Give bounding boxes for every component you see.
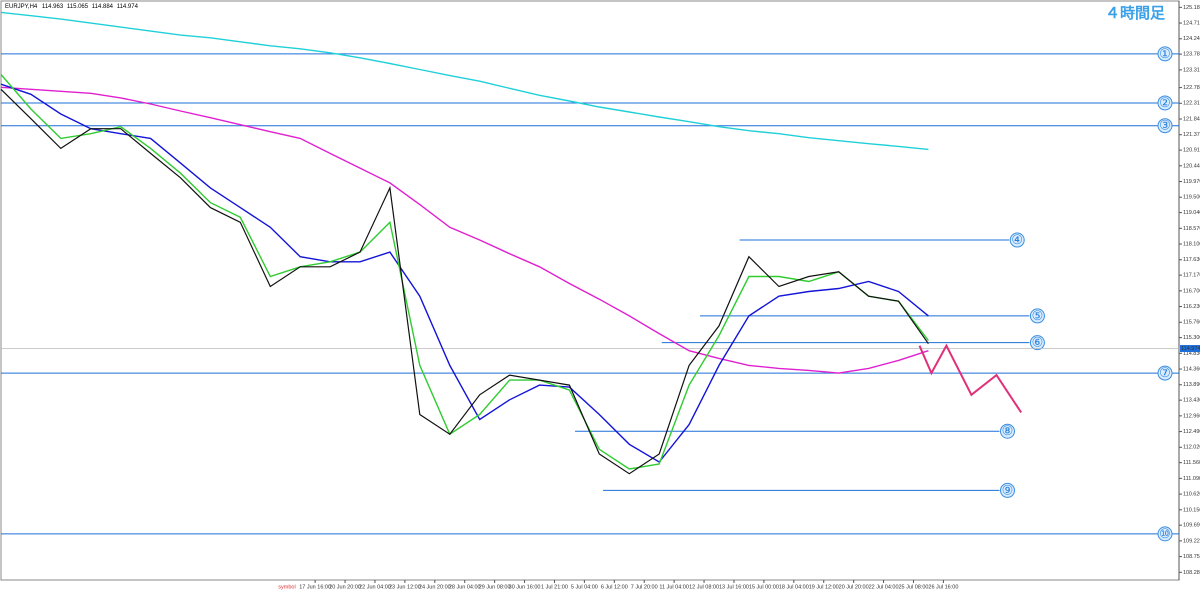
level-label: ①	[1159, 46, 1171, 61]
y-tick-label: 113.890	[1183, 382, 1200, 388]
y-tick-label: 109.220	[1183, 538, 1200, 544]
close: 114.974	[117, 4, 139, 10]
x-tick-label: 28 Jun 04:00	[449, 584, 481, 590]
open: 114.963	[42, 4, 64, 10]
y-tick-label: 116.230	[1183, 304, 1200, 310]
x-tick-label: 26 Jul 16:00	[928, 584, 958, 590]
y-tick-label: 119.040	[1183, 210, 1200, 216]
y-tick-label: 120.440	[1183, 163, 1200, 169]
y-tick-label: 121.370	[1183, 132, 1200, 138]
y-tick-label: 124.240	[1183, 36, 1200, 42]
current-price-tag	[1180, 345, 1200, 353]
x-tick-label: 7 Jul 20:00	[631, 584, 658, 590]
level-label: ⑦	[1159, 365, 1171, 380]
level-badge	[999, 482, 1015, 498]
low: 114.884	[92, 4, 114, 10]
y-tick-label: 110.620	[1183, 492, 1200, 498]
x-tick-label: 24 Jun 20:00	[419, 584, 451, 590]
level-badge	[1157, 95, 1173, 111]
y-tick-label: 123.310	[1183, 67, 1200, 73]
x-marker-label: symbol	[278, 584, 295, 590]
y-tick-label: 112.960	[1183, 413, 1200, 419]
y-tick-label: 114.360	[1183, 367, 1200, 373]
current-price-label: 114.974	[1181, 346, 1200, 352]
level-label: ③	[1159, 118, 1171, 133]
y-tick-label: 117.630	[1183, 257, 1200, 263]
x-tick-label: 19 Jul 12:00	[809, 584, 839, 590]
y-tick-label: 122.780	[1183, 85, 1200, 91]
level-badge	[1157, 118, 1173, 134]
level-badge	[1157, 526, 1173, 542]
x-tick-label: 5 Jul 04:00	[571, 584, 598, 590]
y-tick-label: 123.780	[1183, 52, 1200, 58]
level-label: ⑧	[1002, 423, 1014, 438]
level-badge	[1157, 365, 1173, 381]
x-tick-label: 6 Jul 12:00	[601, 584, 628, 590]
x-tick-label: 22 Jun 04:00	[359, 584, 391, 590]
y-tick-label: 116.700	[1183, 288, 1200, 294]
x-tick-label: 20 Jun 20:00	[329, 584, 361, 590]
y-tick-label: 112.490	[1183, 429, 1200, 435]
header: EURJPY,H4 114.963 115.065 114.884 114.97…	[5, 4, 139, 10]
level-badge	[1029, 308, 1045, 324]
x-tick-label: 11 Jul 04:00	[659, 584, 689, 590]
level-badge	[999, 423, 1015, 439]
x-tick-label: 13 Jul 16:00	[719, 584, 749, 590]
x-tick-label: 23 Jun 12:00	[389, 584, 421, 590]
y-tick-label: 125.180	[1183, 5, 1200, 11]
series-line	[0, 88, 929, 475]
y-tick-label: 117.170	[1183, 273, 1200, 279]
y-tick-label: 119.970	[1183, 179, 1200, 185]
level-label: ⑩	[1159, 526, 1171, 541]
y-tick-label: 108.750	[1183, 554, 1200, 560]
y-tick-label: 112.020	[1183, 445, 1200, 451]
y-tick-label: 115.300	[1183, 335, 1200, 341]
y-tick-label: 110.150	[1183, 507, 1200, 513]
level-label: ②	[1159, 95, 1171, 110]
x-tick-label: 17 Jun 16:00	[299, 584, 331, 590]
level-label: ⑨	[1002, 482, 1014, 497]
x-tick-label: 20 Jul 20:00	[839, 584, 869, 590]
x-tick-label: 29 Jun 08:00	[479, 584, 511, 590]
y-tick-label: 120.910	[1183, 148, 1200, 154]
x-tick-label: 1 Jul 21:00	[541, 584, 568, 590]
series-line	[0, 74, 929, 470]
level-label: ⑤	[1032, 308, 1044, 323]
level-label: ④	[1011, 232, 1023, 247]
level-label: ⑥	[1032, 335, 1044, 350]
x-tick-label: 25 Jul 08:00	[898, 584, 928, 590]
forecast-line	[918, 343, 1023, 414]
y-tick-label: 115.760	[1183, 320, 1200, 326]
x-tick-label: 22 Jul 04:00	[869, 584, 899, 590]
x-tick-label: 12 Jul 08:00	[689, 584, 719, 590]
y-tick-label: 109.690	[1183, 523, 1200, 529]
y-tick-label: 122.310	[1183, 101, 1200, 107]
y-tick-label: 108.280	[1183, 570, 1200, 576]
series-line	[0, 83, 929, 463]
level-badge	[1157, 46, 1173, 62]
series-line	[0, 86, 929, 374]
y-tick-label: 113.430	[1183, 398, 1200, 404]
x-tick-label: 18 Jul 04:00	[779, 584, 809, 590]
y-tick-label: 118.570	[1183, 226, 1200, 232]
level-badge	[1009, 232, 1025, 248]
y-tick-label: 124.710	[1183, 21, 1200, 27]
y-tick-label: 111.090	[1183, 476, 1200, 482]
y-tick-label: 114.830	[1183, 351, 1200, 357]
series-line	[0, 11, 929, 151]
y-tick-label: 121.840	[1183, 116, 1200, 122]
x-tick-label: 30 Jun 16:00	[509, 584, 541, 590]
high: 115.065	[67, 4, 89, 10]
level-badge	[1029, 335, 1045, 351]
x-tick-label: 15 Jul 00:00	[749, 584, 779, 590]
y-tick-label: 118.100	[1183, 241, 1200, 247]
y-tick-label: 111.560	[1183, 460, 1200, 466]
y-tick-label: 119.500	[1183, 195, 1200, 201]
chart-title: ４時間足	[1105, 4, 1166, 22]
symbol: EURJPY,H4	[5, 4, 38, 10]
plot-frame	[0, 0, 1180, 581]
